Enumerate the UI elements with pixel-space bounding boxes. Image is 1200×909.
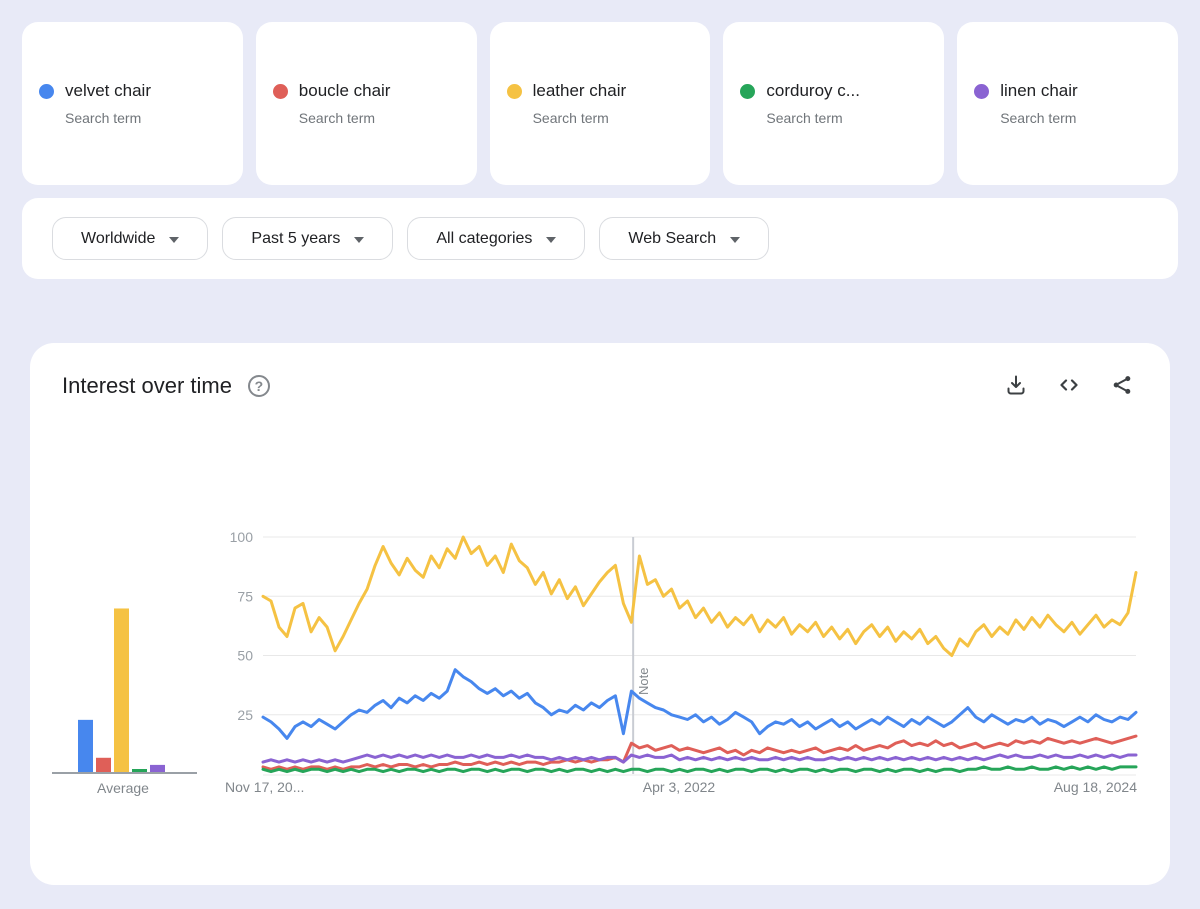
term-card-leather-chair[interactable]: leather chair Search term	[489, 22, 711, 185]
term-card-corduroy-chair[interactable]: corduroy c... Search term	[723, 22, 945, 185]
trend-line-corduroy-chair	[261, 765, 1138, 774]
region-filter-dropdown[interactable]: Worldwide	[52, 217, 209, 260]
term-label: linen chair	[1000, 81, 1078, 100]
help-icon[interactable]: ?	[247, 375, 270, 397]
average-label: Average	[97, 780, 149, 796]
term-card-linen-chair[interactable]: linen chair Search term	[957, 22, 1178, 185]
search-term-cards: velvet chair Search term boucle chair Se…	[22, 22, 1178, 185]
y-tick-label-75: 75	[237, 588, 253, 604]
series-color-dot	[740, 83, 756, 99]
y-tick-label-100: 100	[230, 529, 254, 545]
trend-line-boucle-chair	[261, 734, 1138, 771]
x-axis-label-2: Aug 18, 2024	[1054, 779, 1138, 795]
term-label: corduroy c...	[766, 81, 860, 100]
time-range-filter-value: Past 5 years	[251, 229, 341, 247]
chevron-down-icon	[546, 236, 557, 243]
term-type-label: Search term	[298, 110, 376, 126]
share-icon[interactable]	[1110, 373, 1134, 397]
average-bar-corduroy-chair	[132, 769, 147, 772]
download-icon[interactable]	[1004, 373, 1028, 397]
note-marker-label: Note	[636, 668, 651, 695]
interest-over-time-chart[interactable]: 25 50 75 100 Note Nov 17, 20... Apr 3, 2022 Aug…	[30, 343, 1170, 885]
search-type-filter-value: Web Search	[628, 229, 717, 247]
interest-over-time-card: Interest over time ? 25 50 75 100 Note Nov 17…	[30, 343, 1170, 885]
chevron-down-icon	[354, 236, 365, 243]
term-type-label: Search term	[1000, 110, 1077, 126]
chart-title: Interest over time	[62, 373, 232, 398]
code-icon[interactable]	[1057, 373, 1081, 397]
chevron-down-icon	[730, 236, 741, 243]
term-card-boucle-chair[interactable]: boucle chair Search term	[255, 22, 477, 185]
term-card-velvet-chair[interactable]: velvet chair Search term	[22, 22, 243, 185]
chevron-down-icon	[169, 236, 180, 243]
term-label: leather chair	[532, 81, 627, 100]
category-filter-value: All categories	[436, 229, 533, 247]
chart-header: Interest over time ?	[62, 373, 270, 399]
series-color-dot	[39, 83, 54, 99]
y-tick-label-25: 25	[237, 707, 253, 723]
average-bar-linen-chair	[150, 764, 165, 772]
term-label: velvet chair	[65, 81, 151, 100]
x-axis-label-1: Apr 3, 2022	[643, 779, 716, 795]
series-color-dot	[506, 83, 522, 99]
category-filter-dropdown[interactable]: All categories	[407, 217, 586, 260]
trend-line-leather-chair	[261, 535, 1138, 657]
trend-line-linen-chair	[261, 753, 1138, 764]
filter-bar: Worldwide Past 5 years All categories We…	[22, 198, 1178, 279]
search-type-filter-dropdown[interactable]: Web Search	[599, 217, 770, 260]
average-bar-velvet-chair	[78, 719, 93, 772]
average-bar-leather-chair	[114, 608, 129, 772]
term-type-label: Search term	[532, 110, 609, 126]
term-type-label: Search term	[65, 110, 142, 126]
region-filter-value: Worldwide	[81, 229, 156, 247]
chart-actions	[1004, 373, 1134, 397]
x-axis-label-0: Nov 17, 20...	[225, 779, 304, 795]
trend-line-velvet-chair	[261, 668, 1138, 740]
term-label: boucle chair	[298, 81, 391, 100]
term-type-label: Search term	[766, 110, 843, 126]
y-tick-label-50: 50	[237, 648, 253, 664]
time-range-filter-dropdown[interactable]: Past 5 years	[222, 217, 394, 260]
average-bar-boucle-chair	[96, 757, 111, 772]
series-color-dot	[974, 83, 990, 99]
series-color-dot	[272, 83, 288, 99]
